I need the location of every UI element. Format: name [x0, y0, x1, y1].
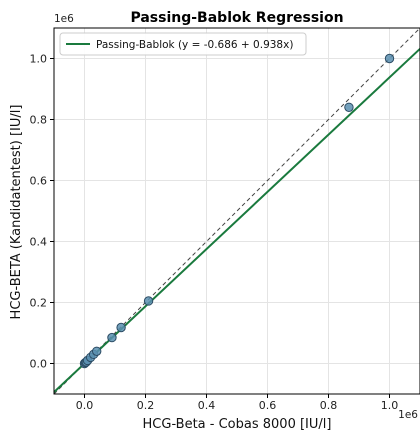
x-tick-label: 0.0 — [76, 399, 94, 412]
x-axis-label: HCG-Beta - Cobas 8000 [IU/l] — [143, 417, 332, 432]
y-offset-label: 1e6 — [54, 13, 74, 25]
x-tick-label: 0.4 — [198, 399, 216, 412]
data-point — [143, 296, 154, 306]
x-tick-label: 0.6 — [259, 399, 277, 412]
data-points — [79, 53, 395, 369]
legend-label: Passing-Bablok (y = -0.686 + 0.938x) — [96, 39, 293, 51]
x-ticks: 0.0 0.2 0.4 0.6 0.8 1.0 — [76, 394, 399, 412]
identity-line — [53, 27, 420, 395]
y-tick-label: 1.0 — [30, 53, 48, 66]
axes — [53, 27, 420, 395]
y-tick-label: 0.4 — [30, 236, 48, 249]
x-offset-label: 1e6 — [398, 409, 418, 421]
data-point — [92, 346, 102, 356]
legend-box — [59, 32, 307, 56]
y-tick-label: 0.6 — [30, 175, 48, 188]
x-tick-label: 0.8 — [320, 399, 338, 412]
chart-title: Passing-Bablok Regression — [130, 10, 343, 26]
y-ticks: 0.0 0.2 0.4 0.6 0.8 1.0 — [30, 53, 54, 371]
y-tick-label: 0.0 — [30, 358, 48, 371]
data-point — [116, 322, 126, 333]
grid — [54, 28, 420, 394]
data-point — [344, 102, 354, 113]
y-axis-label: HCG-BETA (Kandidatentest) [IU/l] — [9, 105, 24, 320]
y-tick-label: 0.8 — [30, 114, 48, 127]
data-point — [384, 53, 395, 64]
x-tick-label: 1.0 — [381, 399, 399, 412]
data-point — [107, 332, 117, 343]
plot-frame — [53, 27, 420, 395]
x-tick-label: 0.2 — [137, 399, 155, 412]
y-tick-label: 0.2 — [30, 297, 48, 310]
legend: Passing-Bablok (y = -0.686 + 0.938x) — [59, 32, 307, 56]
